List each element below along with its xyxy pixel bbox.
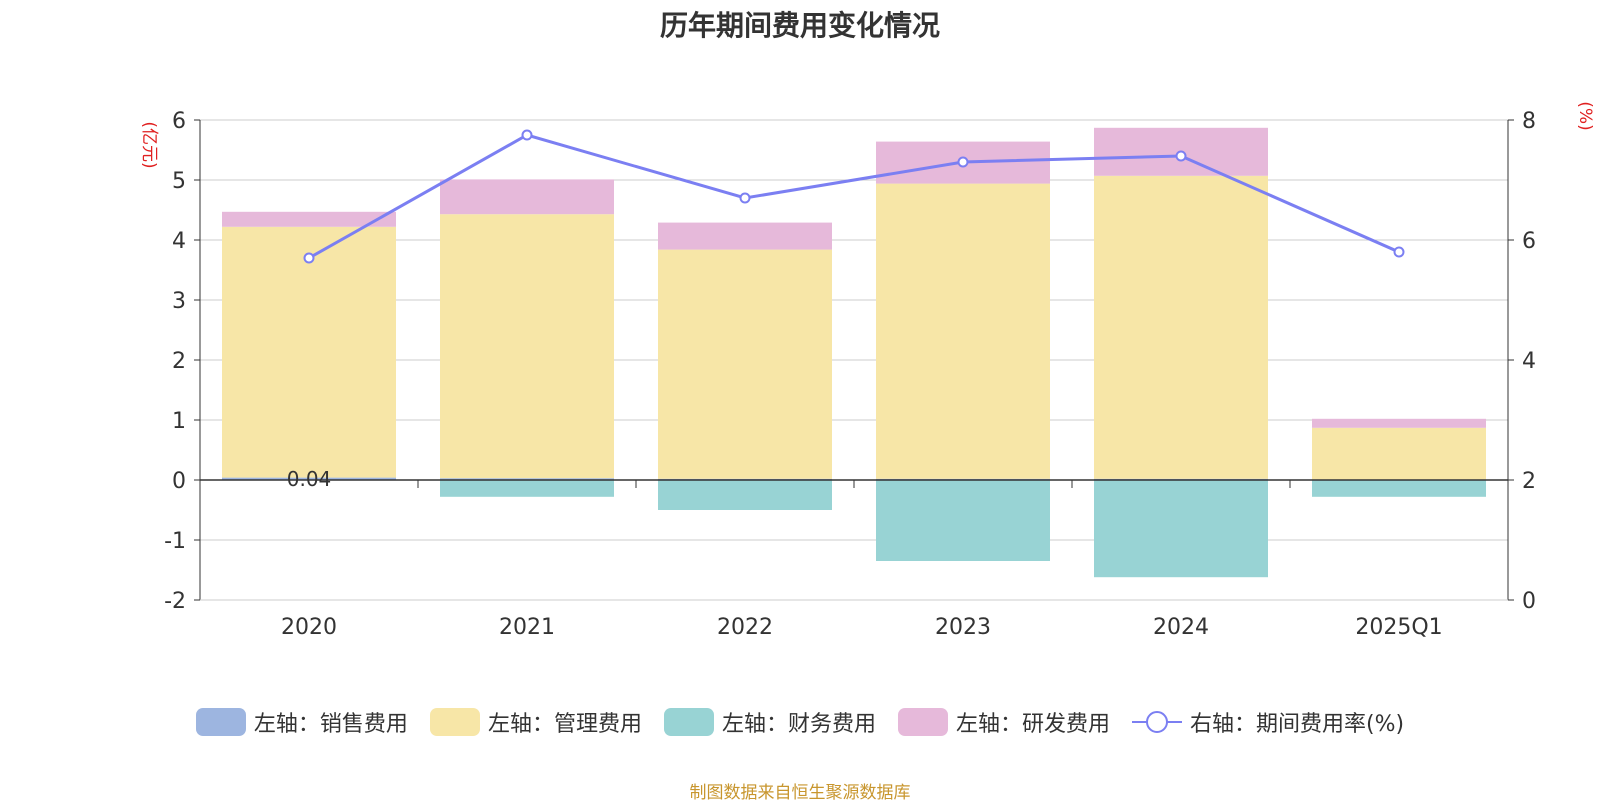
legend-item-expense-rate[interactable]: 右轴：期间费用率(%) — [1131, 706, 1405, 738]
right-axis-tick-label: 6 — [1522, 229, 1536, 254]
bar-segment — [222, 477, 396, 480]
right-axis-tick-label: 4 — [1522, 349, 1536, 374]
expense-rate-point — [739, 192, 751, 204]
right-axis-title: (%) — [1575, 101, 1595, 130]
expense-rate-point — [303, 252, 315, 264]
category-label: 2020 — [281, 615, 337, 640]
legend-item-sales[interactable]: 左轴：销售费用 — [195, 706, 408, 738]
left-axis-tick-label: 3 — [172, 289, 186, 314]
left-axis-tick-label: 5 — [172, 169, 186, 194]
bar-segment — [440, 214, 614, 479]
bar-segment — [658, 480, 832, 510]
bar-segment — [876, 480, 1050, 561]
bar-segment — [876, 183, 1050, 479]
legend-label-rnd: 左轴：研发费用 — [955, 712, 1110, 737]
right-axis-tick-label: 8 — [1522, 109, 1536, 134]
legend-label-expense-rate: 右轴：期间费用率(%) — [1189, 712, 1405, 737]
chart-title: 历年期间费用变化情况 — [659, 9, 940, 42]
category-label: 2024 — [1153, 615, 1209, 640]
bar-segment — [440, 179, 614, 215]
bar-segment — [222, 226, 396, 478]
category-label: 2023 — [935, 615, 991, 640]
left-axis-tick-label: 2 — [172, 349, 186, 374]
expense-rate-point — [1393, 246, 1405, 258]
source-note: 制图数据来自恒生聚源数据库 — [689, 783, 911, 803]
bar-segment — [1312, 427, 1486, 480]
expense-rate-point — [1175, 150, 1187, 162]
left-axis-tick-label: 6 — [172, 109, 186, 134]
bar-layer — [222, 127, 1486, 578]
left-axis-tick-label: -2 — [164, 589, 186, 614]
left-axis-tick-label: -1 — [164, 529, 186, 554]
category-label: 2025Q1 — [1355, 615, 1442, 640]
legend: 左轴：销售费用 左轴：管理费用 左轴：财务费用 左轴：研发费用 右轴：期间费用率… — [0, 706, 1600, 738]
expense-rate-point — [957, 156, 969, 168]
expense-rate-line — [308, 133, 1400, 260]
legend-item-rnd[interactable]: 左轴：研发费用 — [897, 706, 1110, 738]
legend-swatch-rnd — [897, 708, 948, 736]
bar-segment — [222, 211, 396, 227]
bar-segment — [1312, 418, 1486, 428]
data-label: 0.04 — [287, 467, 332, 491]
label-layer: 0.04 — [287, 467, 332, 491]
left-axis-tick-label: 4 — [172, 229, 186, 254]
left-axis-tick-label: 1 — [172, 409, 186, 434]
legend-item-finance[interactable]: 左轴：财务费用 — [663, 706, 876, 738]
legend-swatch-finance — [663, 708, 714, 736]
bar-segment — [1094, 480, 1268, 578]
right-axis-tick-label: 0 — [1522, 589, 1536, 614]
legend-label-finance: 左轴：财务费用 — [721, 712, 876, 737]
bar-segment — [440, 480, 614, 497]
legend-item-admin[interactable]: 左轴：管理费用 — [429, 706, 642, 738]
expense-rate-point — [521, 129, 533, 141]
left-axis-tick-label: 0 — [172, 469, 186, 494]
bar-segment — [440, 478, 614, 480]
legend-swatch-admin — [429, 708, 480, 736]
bar-segment — [658, 222, 832, 250]
legend-label-admin: 左轴：管理费用 — [487, 712, 642, 737]
category-label: 2021 — [499, 615, 555, 640]
grid-layer — [200, 119, 1508, 601]
bar-segment — [1312, 480, 1486, 497]
legend-label-sales: 左轴：销售费用 — [253, 712, 408, 737]
bar-segment — [1094, 175, 1268, 479]
line-layer — [303, 129, 1405, 264]
category-label: 2022 — [717, 615, 773, 640]
bar-segment — [658, 249, 832, 479]
left-axis-title: (亿元) — [139, 121, 159, 168]
right-axis-tick-label: 2 — [1522, 469, 1536, 494]
legend-swatch-sales — [195, 708, 246, 736]
legend-line-circle-icon — [1131, 708, 1182, 736]
